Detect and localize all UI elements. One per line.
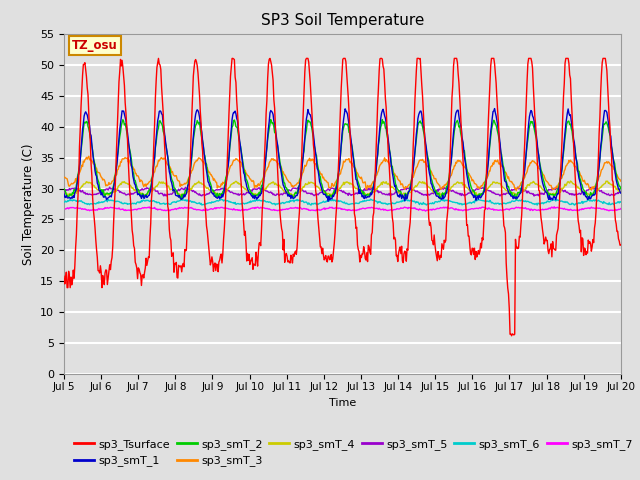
Title: SP3 Soil Temperature: SP3 Soil Temperature <box>260 13 424 28</box>
X-axis label: Time: Time <box>329 397 356 408</box>
Y-axis label: Soil Temperature (C): Soil Temperature (C) <box>22 143 35 265</box>
Legend: sp3_Tsurface, sp3_smT_1, sp3_smT_2, sp3_smT_3, sp3_smT_4, sp3_smT_5, sp3_smT_6, : sp3_Tsurface, sp3_smT_1, sp3_smT_2, sp3_… <box>70 434 637 471</box>
Text: TZ_osu: TZ_osu <box>72 39 118 52</box>
